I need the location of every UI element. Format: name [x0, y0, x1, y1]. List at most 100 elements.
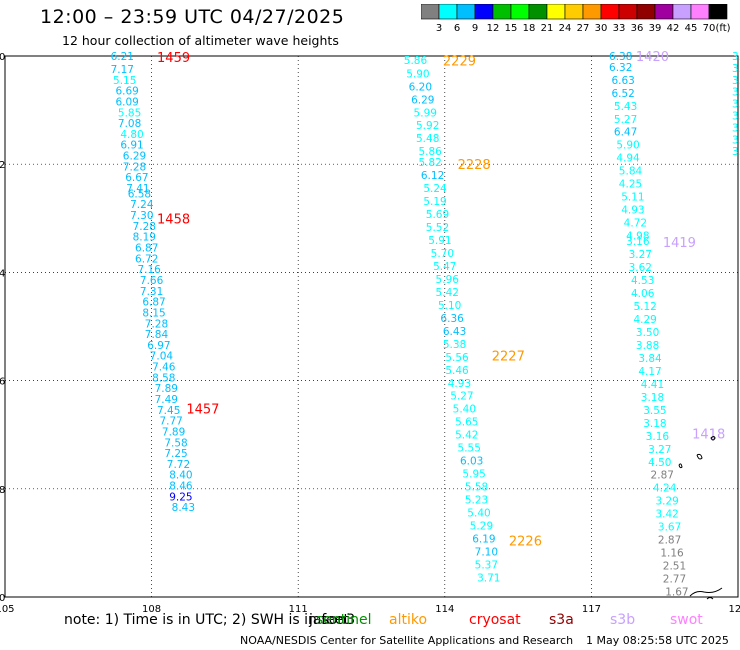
- wave-height-point: 5.38: [443, 339, 466, 351]
- pass-time-label: 2227: [492, 350, 525, 365]
- wave-height-point: 3.50: [636, 327, 659, 339]
- longitude-tick-label: 120: [728, 604, 740, 615]
- wave-height-point: 3.27: [648, 444, 671, 456]
- wave-height-point: 5.65: [455, 417, 478, 429]
- wave-height-point: 8.58: [152, 372, 175, 384]
- wave-height-point: 7.10: [475, 547, 498, 559]
- legend-cryosat: cryosat: [469, 612, 521, 628]
- wave-height-point: 7.89: [155, 383, 178, 395]
- colorbar-tick-label: 21: [541, 23, 554, 34]
- wave-height-point: 3.: [732, 111, 740, 123]
- wave-height-point: 5.12: [633, 301, 656, 313]
- footnote: note: 1) Time is in UTC; 2) SWH is in fe…: [64, 612, 350, 628]
- wave-height-point: 4.29: [633, 314, 656, 326]
- latitude-tick-label: -20: [0, 593, 5, 604]
- wave-height-point: 2.87: [658, 535, 681, 547]
- wave-height-point: 3.: [732, 87, 740, 99]
- wave-height-point: 3.42: [655, 509, 678, 521]
- wave-height-point: 7.31: [140, 286, 163, 298]
- wave-height-point: 4.93: [621, 205, 644, 217]
- wave-height-point: 5.56: [445, 352, 469, 364]
- wave-height-point: 6.12: [421, 170, 444, 182]
- wave-height-point: 4.94: [616, 153, 640, 165]
- wave-height-point: 6.38: [609, 51, 632, 63]
- colorbar-tick-label: 70: [703, 23, 716, 34]
- track-cryosat: 6.217.175.156.696.095.857.084.806.916.29…: [111, 51, 220, 514]
- wave-height-point: 5.29: [470, 521, 493, 533]
- wave-height-point: 5.69: [426, 209, 449, 221]
- altimeter-map: 105 108 111 114 117 120 -10 -12 -14 -16 -18 -20 6.21…: [0, 50, 740, 615]
- wave-height-point: 3.16: [646, 431, 670, 443]
- wave-height-point: 7.04: [150, 351, 174, 363]
- coastline: [678, 436, 723, 600]
- latitude-tick-label: -16: [0, 377, 5, 388]
- wave-height-point: 4.93: [448, 378, 471, 390]
- wave-height-point: 6.43: [443, 326, 466, 338]
- wave-height-point: 4.72: [624, 218, 647, 230]
- wave-height-point: 5.27: [450, 391, 473, 403]
- wave-height-point: 8.19: [133, 232, 156, 244]
- wave-height-point: 6.20: [409, 81, 432, 93]
- wave-height-point: 7.46: [152, 362, 176, 374]
- wave-height-point: 5.48: [416, 133, 439, 145]
- wave-height-point: 4.80: [120, 129, 143, 141]
- map-subtitle: 12 hour collection of altimeter wave hei…: [62, 33, 339, 48]
- wave-height-point: 7.41: [126, 183, 149, 195]
- longitude-tick-label: 108: [142, 604, 161, 615]
- wave-height-point: 5.46: [445, 365, 469, 377]
- wave-height-point: 6.29: [123, 151, 146, 163]
- track-altiko: 5.865.906.206.295.995.925.485.865.826.12…: [404, 54, 542, 584]
- wave-height-point: 5.55: [458, 443, 481, 455]
- wave-height-colorbar: 3 6 9 12 15 18 21 24 27 30 33 36 39 42 45 70 (ft): [421, 4, 731, 34]
- latitude-tick-label: -12: [0, 160, 5, 171]
- wave-height-point: 2.77: [663, 574, 686, 586]
- wave-height-point: 4.53: [631, 275, 654, 287]
- colorbar-swatch: [708, 4, 728, 20]
- wave-height-point: 5.24: [423, 183, 447, 195]
- wave-height-point: 5.10: [438, 300, 461, 312]
- wave-height-point: 9.25: [169, 491, 192, 503]
- wave-height-point: 3.27: [629, 249, 652, 261]
- wave-height-point: 5.42: [436, 287, 459, 299]
- wave-height-point: 7.08: [118, 118, 141, 130]
- pass-time-label: 2229: [443, 54, 476, 69]
- wave-height-point: 5.86: [404, 55, 428, 67]
- wave-height-point: 3.18: [643, 418, 666, 430]
- wave-height-point: 5.91: [428, 235, 451, 247]
- wave-height-point: 3.84: [638, 353, 662, 365]
- wave-height-point: 3.: [732, 75, 740, 87]
- wave-height-point: 3.: [732, 146, 740, 158]
- wave-height-point: 8.40: [169, 470, 192, 482]
- wave-height-point: 7.25: [164, 448, 187, 460]
- wave-height-point: 5.11: [621, 192, 644, 204]
- wave-height-point: 5.82: [418, 157, 441, 169]
- wave-height-point: 6.47: [614, 127, 637, 139]
- colorbar-tick-label: 9: [472, 23, 478, 34]
- latitude-tick-label: -18: [0, 485, 5, 496]
- track-s3b: 6.386.326.636.525.435.276.475.904.945.84…: [609, 50, 725, 599]
- wave-height-point: 5.99: [414, 107, 437, 119]
- wave-height-point: 6.67: [125, 172, 148, 184]
- wave-height-point: 5.15: [113, 75, 136, 87]
- pass-time-label: 1458: [157, 212, 190, 227]
- wave-height-point: 3.16: [626, 236, 650, 248]
- wave-height-point: 5.90: [406, 68, 429, 80]
- pass-time-label: 1418: [692, 428, 725, 443]
- colorbar-tick-label: 12: [487, 23, 500, 34]
- wave-height-point: 5.96: [436, 274, 460, 286]
- pass-time-label: 2226: [509, 535, 542, 550]
- wave-height-point: 6.03: [460, 456, 483, 468]
- legend-s3b: s3b: [610, 612, 636, 628]
- colorbar-tick-label: 39: [649, 23, 662, 34]
- wave-height-point: 3.: [732, 134, 740, 146]
- wave-height-point: 8.15: [142, 307, 165, 319]
- colorbar-tick-label: 18: [523, 23, 536, 34]
- colorbar-tick-label: 3: [436, 23, 442, 34]
- wave-height-point: 7.89: [162, 426, 185, 438]
- wave-height-point: 5.84: [619, 166, 643, 178]
- wave-height-point: 5.85: [118, 107, 141, 119]
- wave-height-point: 5.90: [616, 140, 639, 152]
- wave-height-point: 4.50: [648, 457, 671, 469]
- longitude-tick-label: 105: [0, 604, 15, 615]
- pass-time-label: 2228: [458, 158, 491, 173]
